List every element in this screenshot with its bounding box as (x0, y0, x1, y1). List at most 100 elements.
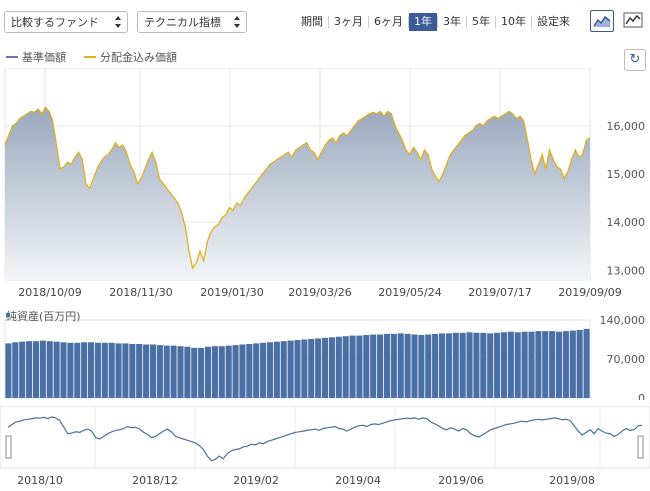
y-tick-label: 70,000 (607, 353, 646, 366)
net-assets-bar (576, 330, 583, 398)
period-3y[interactable]: 3年 (443, 15, 461, 28)
net-assets-bar (301, 339, 308, 398)
net-assets-bar (459, 332, 466, 398)
navigator-x-tick-label: 2018/12 (132, 474, 178, 487)
net-assets-bar (115, 343, 122, 398)
legend-item-nav[interactable]: 基準価額 (6, 49, 66, 65)
net-assets-bar (129, 344, 136, 398)
line-chart-button[interactable] (622, 10, 646, 32)
navigator-x-tick-label: 2019/02 (233, 474, 279, 487)
updown-icon (234, 16, 240, 28)
legend-item-dividend-adjusted[interactable]: 分配金込み価額 (84, 49, 177, 65)
period-6m[interactable]: 6ヶ月 (374, 15, 403, 28)
navigator-handle-right[interactable] (637, 435, 644, 459)
net-assets-bar (32, 341, 40, 398)
net-assets-bar (170, 345, 177, 398)
net-assets-legend: 純資産(百万円) (6, 310, 81, 323)
net-assets-bar (39, 340, 46, 398)
net-assets-bar (349, 335, 356, 398)
period-label: 期間 (301, 15, 323, 28)
technical-indicator-select[interactable]: テクニカル指標 (137, 11, 247, 33)
net-assets-bar (53, 341, 60, 398)
compare-fund-select[interactable]: 比較するファンド (4, 11, 128, 33)
net-assets-bar (12, 342, 19, 398)
chart-legend: 基準価額 分配金込み価額 (6, 49, 195, 65)
net-assets-bar (239, 344, 246, 398)
period-10y[interactable]: 10年 (501, 15, 526, 28)
net-assets-bar (211, 346, 218, 398)
net-assets-bar (487, 333, 494, 398)
net-assets-bar (266, 342, 274, 398)
net-assets-bar (555, 331, 563, 398)
period-1y[interactable]: 1年 (409, 13, 437, 31)
net-assets-bar (46, 341, 53, 398)
net-assets-bar (370, 334, 377, 398)
net-assets-bar (60, 342, 67, 398)
net-assets-bar (143, 344, 150, 398)
net-assets-bar (562, 331, 569, 398)
net-assets-bar (101, 342, 108, 398)
net-assets-bar (418, 335, 425, 398)
nav-area (5, 107, 590, 280)
period-since-inception[interactable]: 設定来 (537, 15, 570, 28)
navigator-handle-left[interactable] (5, 435, 12, 459)
net-assets-bar (67, 342, 74, 398)
net-assets-bar (480, 332, 487, 398)
area-chart-button[interactable] (590, 10, 614, 32)
net-assets-bar (500, 332, 508, 398)
x-tick-label: 2019/01/30 (200, 286, 263, 299)
area-chart-icon (593, 15, 611, 27)
net-assets-bar (156, 345, 163, 398)
net-assets-bar (87, 342, 95, 398)
net-assets-bar (494, 332, 501, 398)
net-assets-bar (583, 328, 590, 398)
net-assets-bar (74, 342, 81, 398)
net-assets-bar (452, 332, 459, 398)
net-assets-bar (383, 333, 391, 398)
net-assets-bar (149, 344, 157, 398)
period-3m[interactable]: 3ヶ月 (334, 15, 363, 28)
net-assets-bar (191, 347, 198, 398)
net-assets-bar (19, 341, 26, 398)
y-tick-label: 0 (638, 392, 645, 400)
net-assets-bar (315, 338, 322, 398)
net-assets-bar (273, 341, 280, 398)
net-assets-bar (5, 343, 12, 398)
navigator-x-tick-label: 2018/10 (17, 474, 63, 487)
net-assets-bar (404, 333, 411, 398)
net-assets-bar (294, 340, 301, 398)
net-assets-bar (335, 336, 342, 398)
x-tick-label: 2018/10/09 (18, 286, 81, 299)
net-assets-bar (521, 331, 528, 398)
y-tick-label: 140,000 (600, 314, 646, 327)
net-assets-bar (411, 334, 418, 398)
net-assets-bar (528, 331, 535, 398)
net-assets-legend-swatch (6, 313, 10, 317)
net-assets-bar (163, 345, 170, 398)
net-assets-bar (432, 333, 439, 398)
period-5y[interactable]: 5年 (472, 15, 490, 28)
refresh-button[interactable]: ↻ (624, 49, 646, 71)
refresh-icon: ↻ (629, 52, 641, 67)
net-assets-bar (549, 331, 556, 398)
net-assets-bar (136, 344, 143, 398)
net-assets-bar (287, 340, 294, 398)
net-assets-bar (81, 342, 88, 398)
net-assets-bar (253, 343, 260, 398)
x-tick-label: 2019/03/26 (288, 286, 351, 299)
y-tick-label: 14,000 (607, 216, 646, 229)
net-assets-bar (390, 333, 397, 398)
net-assets-bar (425, 334, 432, 398)
navigator[interactable]: 2018/10 2018/12 2019/02 2019/04 2019/06 2019/… (0, 406, 650, 491)
period-selector: 期間 3ヶ月 6ヶ月 1年 3年 5年 10年 設定来 (296, 13, 575, 31)
net-assets-bar (438, 333, 446, 398)
navigator-line (7, 416, 643, 462)
navigator-x-tick-label: 2019/06 (438, 474, 484, 487)
net-assets-bar (473, 332, 480, 398)
net-assets-bar (342, 336, 349, 398)
net-assets-bar (108, 342, 115, 398)
legend-swatch (84, 56, 96, 58)
legend-label: 基準価額 (22, 51, 66, 64)
net-assets-bar (377, 334, 384, 398)
net-assets-bar (204, 346, 212, 398)
